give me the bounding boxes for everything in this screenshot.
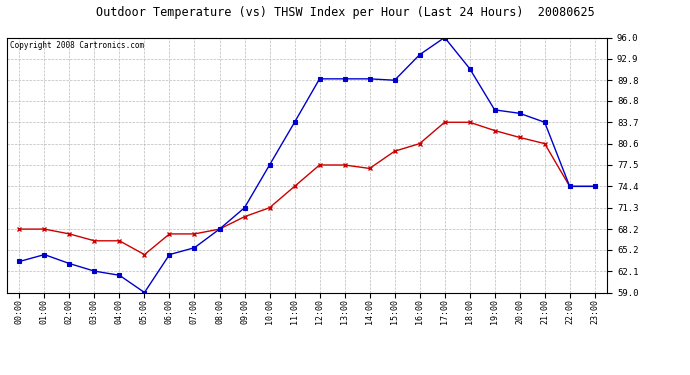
Text: Copyright 2008 Cartronics.com: Copyright 2008 Cartronics.com [10,41,144,50]
Text: Outdoor Temperature (vs) THSW Index per Hour (Last 24 Hours)  20080625: Outdoor Temperature (vs) THSW Index per … [96,6,594,19]
